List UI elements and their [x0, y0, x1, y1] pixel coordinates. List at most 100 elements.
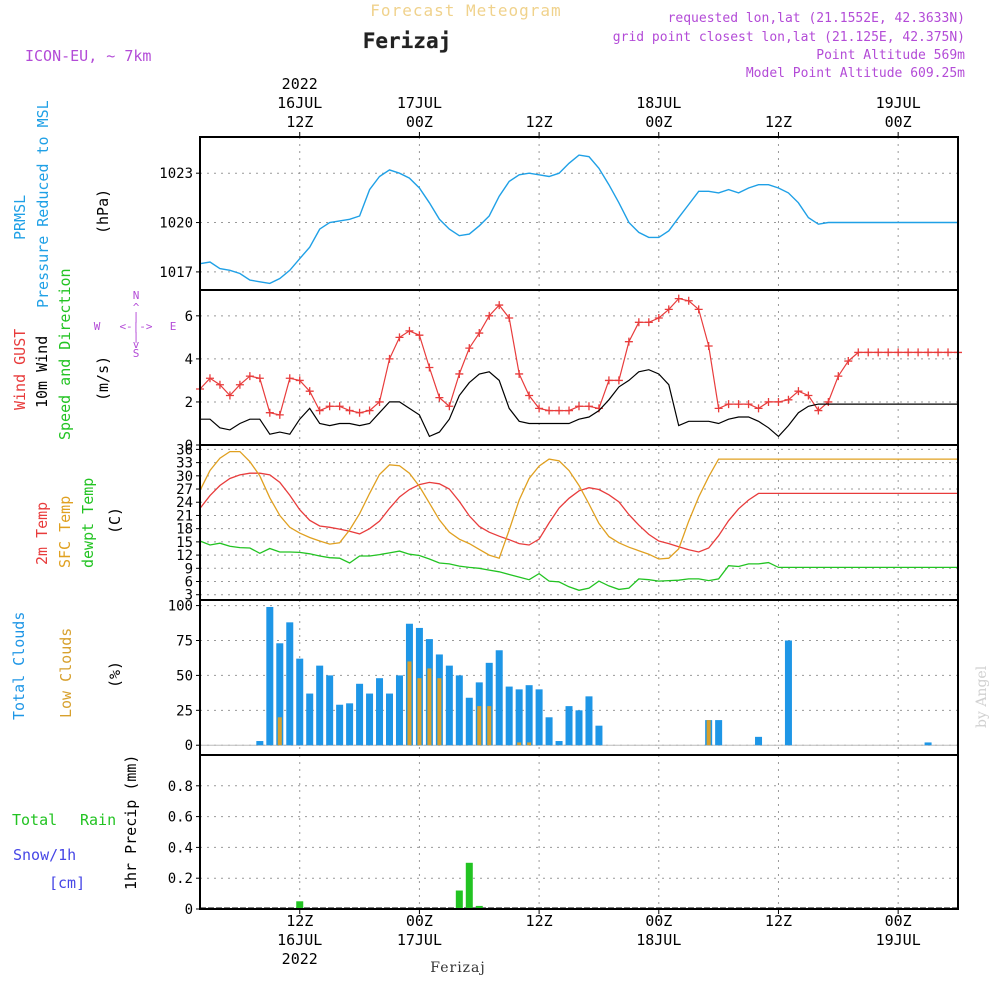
- wind-label: 10m Wind: [33, 336, 51, 408]
- top-time-label: 00Z: [406, 113, 433, 131]
- total-cloud-bar: [445, 665, 453, 746]
- y-tick-label: 100: [168, 599, 193, 615]
- top-time-label: 17JUL: [397, 94, 442, 112]
- gust-marker: [485, 311, 494, 320]
- low-cloud-bar: [417, 678, 422, 746]
- plot-layer: 1017102010230246369121518212427303336025…: [159, 75, 962, 968]
- total-cloud-bar: [366, 693, 374, 746]
- gust-marker: [914, 348, 923, 357]
- total-cloud-bar: [784, 640, 792, 746]
- gust-marker: [614, 376, 623, 385]
- gust-marker: [445, 402, 454, 411]
- gust-marker: [804, 391, 813, 400]
- t2m-line: [199, 472, 958, 553]
- gust-marker: [924, 348, 933, 357]
- gust-marker: [425, 363, 434, 372]
- y-tick-label: 25: [176, 703, 193, 719]
- compass-e: E: [170, 320, 177, 333]
- station-title: Ferizaj: [363, 29, 452, 53]
- gust-marker: [644, 318, 653, 327]
- gust-marker: [694, 305, 703, 314]
- total-cloud-bar: [525, 685, 533, 746]
- compass-bar-up: |: [133, 310, 140, 323]
- compass-s: S: [133, 347, 140, 360]
- low-cloud-bar: [427, 668, 432, 746]
- total-cloud-bar: [386, 693, 393, 746]
- y-tick-label: 4: [185, 352, 193, 368]
- gust-marker: [904, 348, 913, 357]
- sfc-temp-line: [199, 450, 958, 560]
- total-cloud-bar: [286, 622, 294, 746]
- grid-point-location: grid point closest lon,lat (21.125E, 42.…: [613, 30, 965, 45]
- t2m-label: 2m Temp: [33, 502, 51, 565]
- gust-marker: [674, 294, 683, 303]
- compass-arrow-up: ^: [133, 301, 140, 314]
- gust-marker: [944, 348, 953, 357]
- gust-marker: [295, 376, 304, 385]
- pressure-unit: (hPa): [94, 189, 112, 234]
- rain-bar: [475, 905, 483, 909]
- gust-marker: [844, 357, 853, 366]
- rain-bar: [296, 901, 304, 909]
- total-cloud-bar: [535, 689, 543, 746]
- compass-h: <-|->: [119, 320, 152, 333]
- sfc-label: SFC Temp: [56, 496, 74, 568]
- low-cloud-bar: [706, 720, 711, 746]
- y-tick-label: 9: [185, 561, 193, 577]
- gust-marker: [335, 402, 344, 411]
- panel-labels: PRMSL Pressure Reduced to MSL (hPa) Wind…: [10, 100, 176, 892]
- total-cloud-bar: [575, 710, 583, 746]
- gust-marker: [934, 348, 943, 357]
- y-tick-label: 2: [185, 395, 193, 411]
- temp-unit: (C): [106, 507, 124, 534]
- panel-pressure: 1017 1020 1023: [159, 136, 959, 291]
- total-cloud-bar: [545, 717, 553, 746]
- panel-clouds: 0 25 50 75 100: [168, 599, 959, 756]
- total-cloud-bar: [715, 720, 723, 746]
- product-title: Forecast Meteogram: [370, 1, 561, 20]
- gust-marker: [834, 372, 843, 381]
- top-time-label: 19JUL: [876, 94, 921, 112]
- total-cloud-bar: [485, 662, 493, 746]
- total-cloud-bar: [316, 665, 324, 746]
- gust-marker: [515, 369, 524, 378]
- low-cloud-bar: [487, 706, 492, 746]
- y-tick-label: 0: [185, 738, 193, 754]
- gust-marker: [385, 354, 394, 363]
- gust-marker: [245, 372, 254, 381]
- gust-marker: [415, 331, 424, 340]
- gust-marker: [395, 333, 404, 342]
- total-cloud-bar: [455, 675, 463, 746]
- wind-line: [200, 369, 958, 438]
- y-tick-label: 0.8: [168, 779, 193, 795]
- gust-marker: [704, 341, 713, 350]
- top-time-label: 16JUL: [277, 94, 322, 112]
- gust-marker: [604, 376, 613, 385]
- top-time-label: 00Z: [885, 113, 912, 131]
- low-cloud-bar: [277, 717, 282, 746]
- gust-marker: [814, 406, 823, 415]
- gust-marker: [724, 400, 733, 409]
- y-tick-label: 0.6: [168, 810, 193, 826]
- y-tick-label: 50: [176, 668, 193, 684]
- compass-n: N: [133, 289, 140, 302]
- panel-frame: [199, 136, 959, 291]
- header: Forecast Meteogram Ferizaj ICON-EU, ~ 7k…: [25, 1, 965, 81]
- total-cloud-bar: [755, 736, 763, 746]
- y-tick-label: 36: [176, 442, 193, 458]
- total-cloud-bar: [326, 675, 334, 746]
- rain-label: Rain: [80, 811, 116, 829]
- gust-marker: [365, 406, 374, 415]
- compass-bar-down: |: [133, 330, 140, 343]
- precip-unit: 1hr Precip (mm): [122, 755, 140, 890]
- total-clouds-label: Total Clouds: [10, 612, 28, 720]
- low-clouds-label: Low Clouds: [57, 628, 75, 718]
- clouds-unit: (%): [106, 661, 124, 688]
- total-cloud-bar: [565, 706, 573, 746]
- gust-marker: [784, 395, 793, 404]
- gust-marker: [275, 410, 284, 419]
- y-tick-label: 0.2: [168, 871, 193, 887]
- top-time-label: 18JUL: [636, 94, 681, 112]
